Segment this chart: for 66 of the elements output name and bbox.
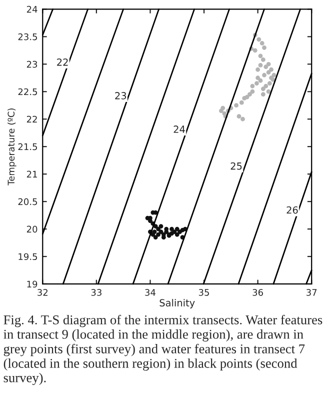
y-tick-label: 23: [26, 60, 38, 68]
x-tick-label: 34: [145, 288, 156, 296]
point: [260, 41, 264, 46]
y-tick-label: 21: [26, 170, 37, 178]
point: [269, 67, 274, 72]
point: [262, 72, 266, 78]
point: [158, 224, 164, 228]
y-tick-label: 21.5: [18, 143, 37, 150]
point: [254, 81, 259, 86]
x-tick-label: 32: [38, 288, 48, 296]
point: [266, 62, 271, 66]
caption: Fig. 4. T-S diagram of the intermix transects. Water features in transect 9 (located in the middle region), are drawn in grey points (first survey) and water features in transect 7 (located in the southern region) in black points (second survey).: [4, 314, 322, 386]
point: [174, 232, 180, 237]
point: [258, 63, 263, 68]
y-tick-label: 19.5: [18, 253, 37, 260]
point: [267, 81, 272, 86]
annotation: 26: [286, 206, 298, 214]
point: [236, 114, 242, 119]
y-tick-label: 20.5: [18, 198, 37, 206]
point: [260, 92, 266, 97]
point: [264, 64, 268, 70]
point: [260, 58, 266, 62]
point: [262, 45, 266, 50]
point: [266, 70, 271, 75]
point: [156, 232, 160, 237]
point: [258, 78, 263, 83]
point: [260, 86, 266, 92]
y-tick-label: 23.5: [18, 33, 37, 40]
annotation: 24: [174, 126, 185, 133]
point: [248, 92, 252, 97]
point: [264, 84, 268, 88]
point: [250, 84, 255, 88]
annotation: 23: [115, 92, 126, 100]
point: [272, 72, 276, 78]
point: [153, 235, 158, 240]
x-tick-label: 33: [91, 288, 102, 296]
point: [242, 96, 247, 100]
point: [234, 103, 238, 108]
point: [153, 224, 158, 228]
point: [258, 54, 263, 58]
y-tick-label: 20: [26, 226, 38, 233]
x-axis-title: Salinity: [160, 298, 195, 308]
y-tick-label: 22.5: [18, 88, 37, 96]
point: [266, 89, 271, 94]
y-tick-label: 19: [27, 280, 38, 288]
point: [256, 67, 260, 72]
y-axis-title: Temperature (ºC): [8, 108, 16, 186]
point: [239, 100, 244, 105]
point: [219, 108, 224, 114]
y-tick-label: 22: [26, 116, 37, 123]
point: [252, 48, 258, 53]
point: [174, 226, 180, 232]
point: [170, 226, 174, 232]
annotation: 25: [230, 162, 242, 170]
point: [161, 235, 166, 240]
point: [250, 89, 255, 94]
y-tick-label: 24: [26, 6, 38, 13]
point: [152, 230, 157, 234]
x-tick-label: 35: [198, 288, 209, 296]
point: [256, 76, 260, 80]
point: [156, 226, 160, 232]
x-tick-label: 37: [306, 288, 317, 296]
annotation: 22: [57, 58, 68, 66]
x-tick-label: 36: [252, 288, 263, 296]
point: [240, 116, 245, 122]
point: [256, 37, 262, 42]
